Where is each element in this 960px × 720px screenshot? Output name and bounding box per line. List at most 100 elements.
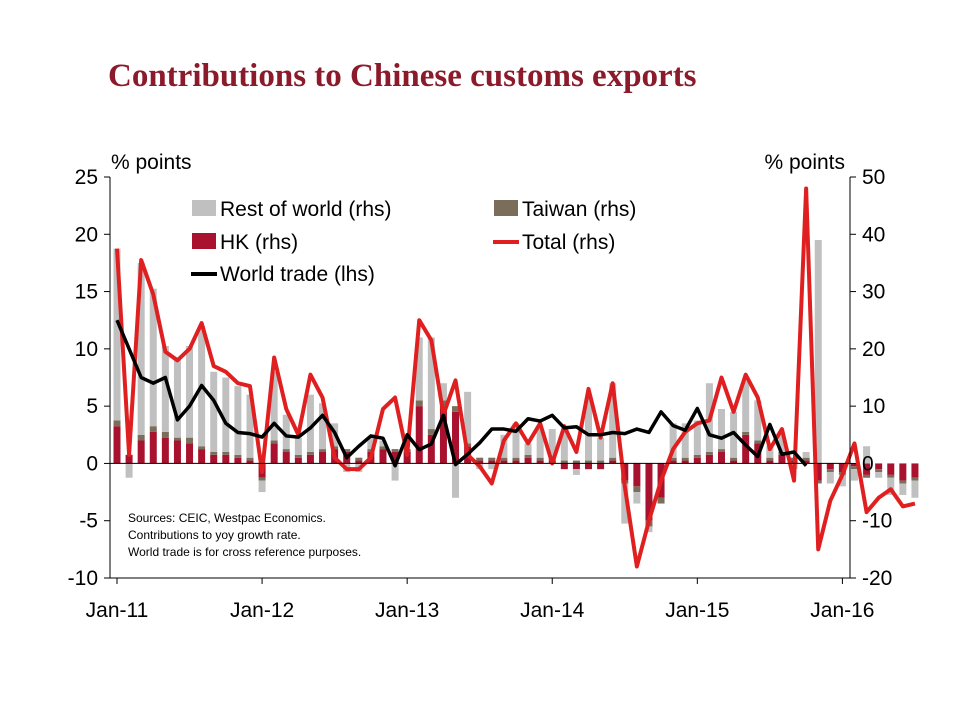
bar-rest bbox=[173, 357, 181, 438]
bar-rest bbox=[597, 437, 605, 461]
right-tick-label: 20 bbox=[862, 338, 885, 361]
bar-taiwan bbox=[488, 457, 496, 461]
bar-taiwan bbox=[391, 449, 399, 452]
bar-taiwan bbox=[500, 457, 508, 461]
bar-taiwan bbox=[476, 457, 484, 461]
bar-hk bbox=[693, 457, 701, 464]
bar-rest bbox=[766, 446, 774, 458]
bar-hk bbox=[222, 454, 230, 464]
left-tick-label: 0 bbox=[86, 452, 98, 475]
bar-hk bbox=[597, 463, 605, 470]
bar-taiwan bbox=[899, 480, 907, 484]
bar-hk bbox=[403, 451, 411, 464]
bar-rest bbox=[669, 423, 677, 458]
bar-hk bbox=[887, 463, 895, 475]
bar-hk bbox=[645, 463, 653, 521]
bar-rest bbox=[560, 431, 568, 461]
bar-taiwan bbox=[560, 460, 568, 464]
bar-hk bbox=[210, 454, 218, 464]
right-tick-label: 10 bbox=[862, 395, 885, 418]
bar-rest bbox=[391, 463, 399, 481]
bar-rest bbox=[802, 451, 810, 458]
right-tick-label: -20 bbox=[862, 567, 892, 590]
bar-rest bbox=[536, 429, 544, 458]
bar-hk bbox=[113, 426, 121, 464]
bar-taiwan bbox=[210, 451, 218, 455]
bar-rest bbox=[367, 437, 375, 450]
legend-swatch-taiwan bbox=[494, 200, 518, 216]
bar-hk bbox=[439, 406, 447, 464]
right-tick-label: 40 bbox=[862, 223, 885, 246]
bar-taiwan bbox=[681, 457, 689, 461]
bar-hk bbox=[560, 463, 568, 470]
bar-rest bbox=[645, 526, 653, 533]
bar-taiwan bbox=[572, 460, 580, 464]
bar-hk bbox=[125, 454, 133, 464]
bar-hk bbox=[875, 463, 883, 470]
bar-taiwan bbox=[742, 431, 750, 435]
x-tick-label: Jan-16 bbox=[810, 599, 874, 622]
bar-taiwan bbox=[198, 446, 206, 450]
world-trade-line bbox=[115, 319, 808, 468]
bar-taiwan bbox=[585, 460, 593, 464]
bar-rest bbox=[161, 345, 169, 432]
bar-hk bbox=[246, 460, 254, 464]
bar-hk bbox=[524, 457, 532, 464]
bar-taiwan bbox=[633, 486, 641, 493]
bar-hk bbox=[306, 454, 314, 464]
bar-taiwan bbox=[270, 440, 278, 444]
bar-rest bbox=[222, 377, 230, 452]
bar-rest bbox=[488, 463, 496, 470]
bar-rest bbox=[826, 472, 834, 484]
bar-taiwan bbox=[113, 420, 121, 427]
bar-rest bbox=[693, 420, 701, 455]
legend-label-world: World trade (lhs) bbox=[220, 263, 375, 286]
bar-taiwan bbox=[234, 454, 242, 458]
left-axis-label: % points bbox=[111, 151, 192, 174]
bar-taiwan bbox=[718, 449, 725, 452]
left-tick-label: -5 bbox=[79, 510, 98, 533]
bar-taiwan bbox=[343, 449, 351, 452]
bar-hk bbox=[899, 463, 907, 481]
left-tick-label: 25 bbox=[75, 166, 98, 189]
legend-label-taiwan: Taiwan (rhs) bbox=[522, 198, 636, 221]
bar-rest bbox=[294, 437, 302, 455]
bar-taiwan bbox=[609, 457, 617, 461]
bar-taiwan bbox=[149, 426, 157, 432]
bar-rest bbox=[838, 474, 846, 487]
legend-swatch-rest bbox=[192, 200, 216, 216]
left-tick-label: 20 bbox=[75, 223, 98, 246]
bars-layer bbox=[113, 240, 919, 533]
bar-rest bbox=[113, 248, 121, 421]
bar-taiwan bbox=[911, 477, 919, 481]
bar-hk bbox=[415, 406, 423, 464]
x-tick-label: Jan-15 bbox=[665, 599, 729, 622]
bar-hk bbox=[137, 440, 145, 464]
bar-taiwan bbox=[754, 440, 762, 444]
bar-rest bbox=[681, 423, 689, 458]
bar-rest bbox=[186, 345, 194, 438]
bar-taiwan bbox=[536, 457, 544, 461]
bar-hk bbox=[488, 460, 496, 464]
bar-hk bbox=[778, 454, 786, 464]
bar-taiwan bbox=[766, 457, 774, 461]
bar-rest bbox=[439, 383, 447, 401]
bar-hk bbox=[681, 460, 689, 464]
bar-rest bbox=[464, 391, 472, 444]
right-tick-label: 0 bbox=[862, 452, 874, 475]
bar-rest bbox=[379, 440, 387, 447]
bar-rest bbox=[633, 492, 641, 504]
bar-hk bbox=[198, 449, 206, 464]
bar-rest bbox=[270, 371, 278, 441]
bar-taiwan bbox=[693, 454, 701, 458]
x-tick-label: Jan-12 bbox=[230, 599, 294, 622]
legend-label-hk: HK (rhs) bbox=[220, 231, 298, 254]
bar-rest bbox=[548, 429, 556, 458]
bar-taiwan bbox=[355, 457, 363, 461]
bar-taiwan bbox=[294, 454, 302, 458]
bar-taiwan bbox=[246, 457, 254, 461]
bar-taiwan bbox=[427, 429, 435, 435]
source-notes: Sources: CEIC, Westpac Economics. Contri… bbox=[128, 511, 361, 559]
bar-hk bbox=[572, 463, 580, 470]
